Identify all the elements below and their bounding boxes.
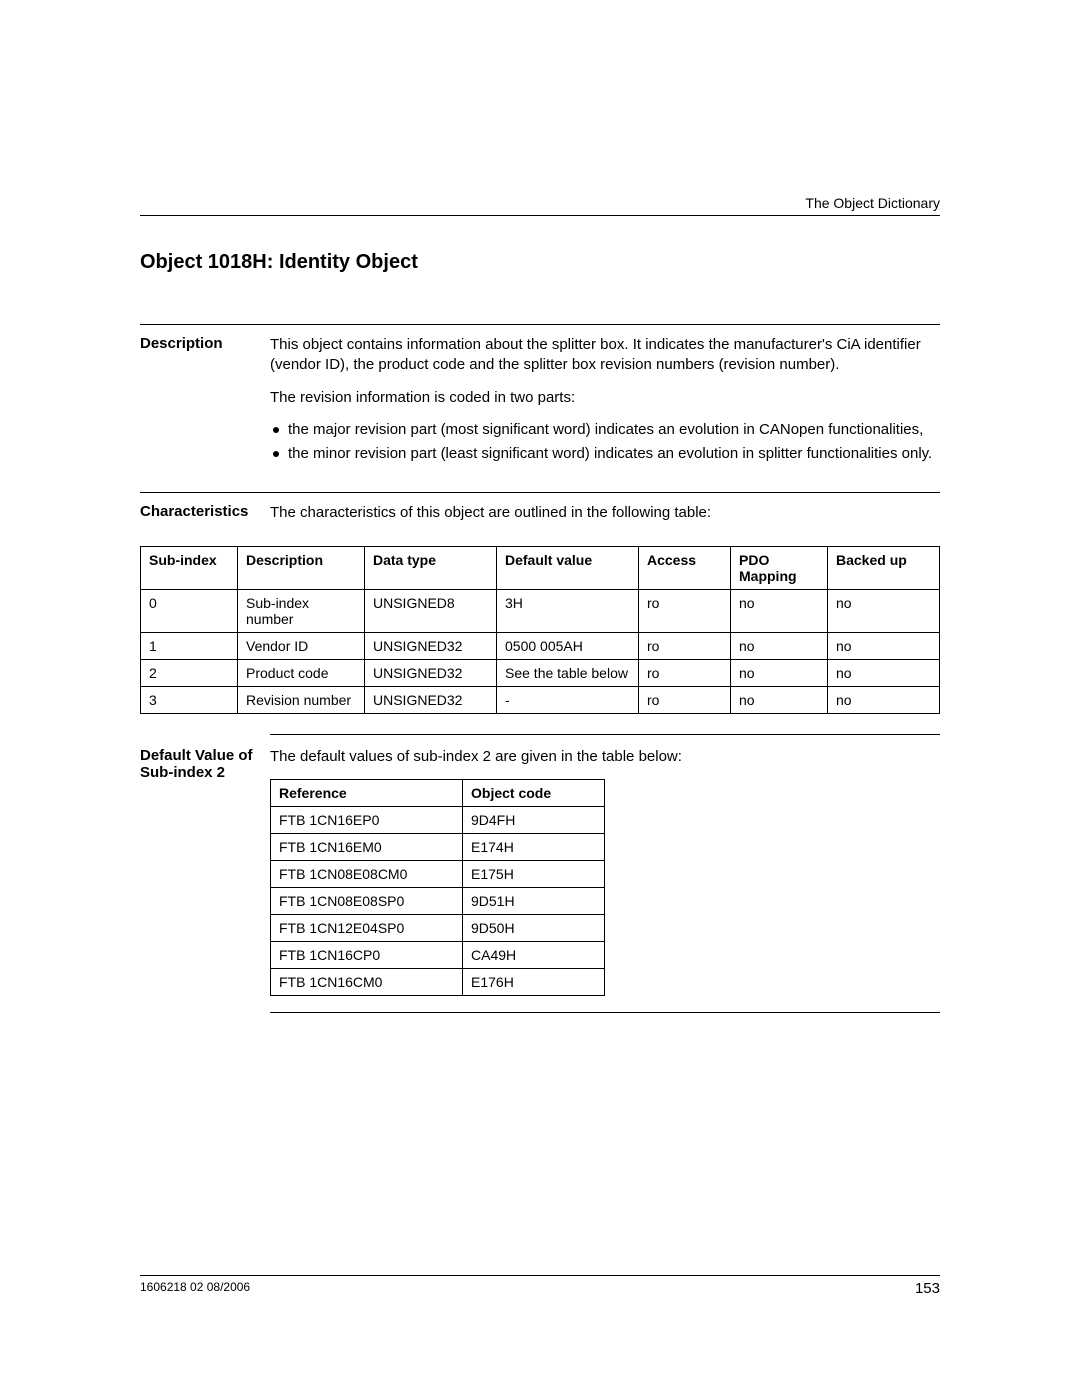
description-body: This object contains information about t… (270, 335, 940, 472)
defaults-table-row: FTB 1CN16CM0E176H (271, 968, 605, 995)
description-para1: This object contains information about t… (270, 335, 940, 376)
defaults-intro: The default values of sub-index 2 are gi… (270, 747, 940, 767)
char-table-cell: Product code (238, 659, 365, 686)
char-table-cell: ro (639, 589, 731, 632)
char-table-cell: Vendor ID (238, 632, 365, 659)
description-para2: The revision information is coded in two… (270, 388, 940, 408)
char-table-header: Description (238, 546, 365, 589)
char-table-header: Access (639, 546, 731, 589)
char-table-row: 3Revision numberUNSIGNED32-ronono (141, 686, 940, 713)
char-table-cell: no (731, 659, 828, 686)
defaults-section: Default Value of Sub-index 2 The default… (270, 734, 940, 1013)
defaults-table-cell: 9D50H (463, 914, 605, 941)
defaults-table-cell: FTB 1CN16CM0 (271, 968, 463, 995)
defaults-table-cell: FTB 1CN16EP0 (271, 806, 463, 833)
defaults-table-cell: FTB 1CN12E04SP0 (271, 914, 463, 941)
defaults-table-header: Reference (271, 779, 463, 806)
description-bullet: the major revision part (most significan… (270, 420, 940, 440)
page: The Object Dictionary Object 1018H: Iden… (0, 0, 1080, 1397)
defaults-label: Default Value of Sub-index 2 (140, 747, 270, 996)
char-table-row: 0Sub-index numberUNSIGNED83Hronono (141, 589, 940, 632)
char-table-cell: ro (639, 659, 731, 686)
defaults-table-cell: FTB 1CN16EM0 (271, 833, 463, 860)
description-bullet: the minor revision part (least significa… (270, 444, 940, 464)
char-table-cell: Sub-index number (238, 589, 365, 632)
char-table-cell: no (828, 686, 940, 713)
char-table-header: Backed up (828, 546, 940, 589)
characteristics-table: Sub-indexDescriptionData typeDefault val… (140, 546, 940, 714)
footer-page-number: 153 (915, 1280, 940, 1297)
char-table-cell: UNSIGNED32 (365, 632, 497, 659)
char-table-cell: UNSIGNED8 (365, 589, 497, 632)
defaults-table-row: FTB 1CN16EP09D4FH (271, 806, 605, 833)
char-table-cell: no (731, 632, 828, 659)
defaults-table-cell: E174H (463, 833, 605, 860)
char-table-cell: - (497, 686, 639, 713)
footer-doc-ref: 1606218 02 08/2006 (140, 1280, 250, 1297)
char-table-cell: 0500 005AH (497, 632, 639, 659)
running-header: The Object Dictionary (140, 195, 940, 216)
char-table-header: Sub-index (141, 546, 238, 589)
char-table-cell: no (828, 659, 940, 686)
char-table-header: Default value (497, 546, 639, 589)
page-title: Object 1018H: Identity Object (140, 251, 940, 274)
defaults-table-row: FTB 1CN08E08CM0E175H (271, 860, 605, 887)
char-table-cell: Revision number (238, 686, 365, 713)
defaults-table-row: FTB 1CN16CP0CA49H (271, 941, 605, 968)
defaults-table-cell: CA49H (463, 941, 605, 968)
char-table-cell: UNSIGNED32 (365, 659, 497, 686)
page-footer: 1606218 02 08/2006 153 (140, 1275, 940, 1297)
char-table-cell: 2 (141, 659, 238, 686)
characteristics-intro: The characteristics of this object are o… (270, 503, 940, 523)
char-table-cell: UNSIGNED32 (365, 686, 497, 713)
defaults-table-cell: 9D51H (463, 887, 605, 914)
char-table-cell: no (731, 686, 828, 713)
defaults-table: ReferenceObject codeFTB 1CN16EP09D4FHFTB… (270, 779, 605, 996)
defaults-table-cell: FTB 1CN16CP0 (271, 941, 463, 968)
char-table-cell: no (828, 632, 940, 659)
char-table-cell: ro (639, 686, 731, 713)
characteristics-label: Characteristics (140, 503, 270, 535)
defaults-table-cell: E176H (463, 968, 605, 995)
defaults-table-header: Object code (463, 779, 605, 806)
char-table-header: PDO Mapping (731, 546, 828, 589)
defaults-table-cell: FTB 1CN08E08CM0 (271, 860, 463, 887)
characteristics-section: Characteristics The characteristics of t… (140, 492, 940, 713)
char-table-cell: 3 (141, 686, 238, 713)
header-text: The Object Dictionary (805, 195, 940, 211)
defaults-table-row: FTB 1CN16EM0E174H (271, 833, 605, 860)
defaults-table-cell: FTB 1CN08E08SP0 (271, 887, 463, 914)
defaults-table-row: FTB 1CN08E08SP09D51H (271, 887, 605, 914)
char-table-cell: 1 (141, 632, 238, 659)
char-table-cell: 3H (497, 589, 639, 632)
char-table-cell: ro (639, 632, 731, 659)
char-table-cell: 0 (141, 589, 238, 632)
defaults-table-row: FTB 1CN12E04SP09D50H (271, 914, 605, 941)
char-table-cell: no (828, 589, 940, 632)
char-table-cell: no (731, 589, 828, 632)
defaults-table-cell: E175H (463, 860, 605, 887)
char-table-header: Data type (365, 546, 497, 589)
char-table-row: 2Product codeUNSIGNED32See the table bel… (141, 659, 940, 686)
char-table-row: 1Vendor IDUNSIGNED320500 005AHronono (141, 632, 940, 659)
description-bullets: the major revision part (most significan… (270, 420, 940, 465)
description-label: Description (140, 335, 270, 472)
defaults-table-cell: 9D4FH (463, 806, 605, 833)
char-table-cell: See the table below (497, 659, 639, 686)
description-section: Description This object contains informa… (140, 324, 940, 472)
